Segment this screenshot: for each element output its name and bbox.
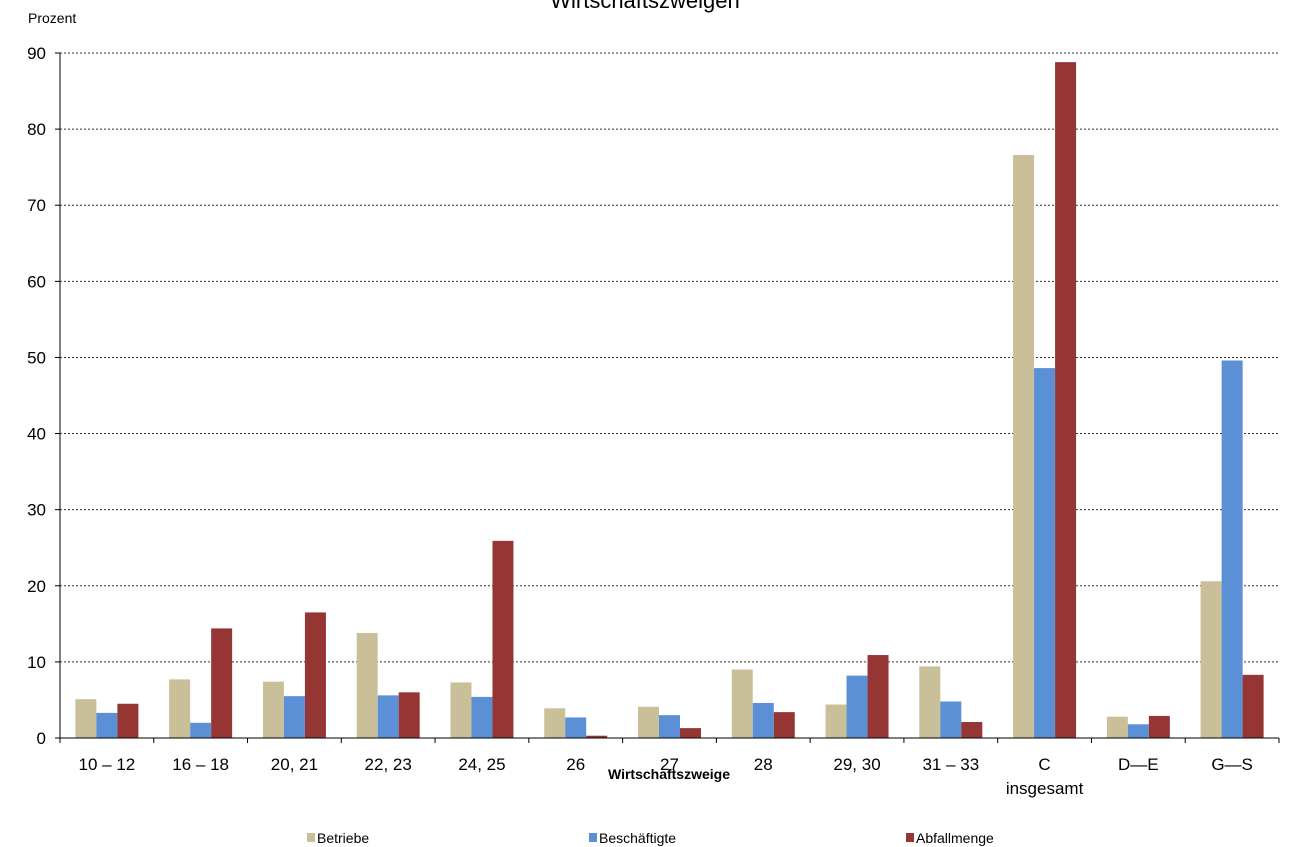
bar <box>1013 154 1035 738</box>
bar <box>190 722 212 738</box>
y-tick-label: 80 <box>27 120 46 139</box>
x-tick-label: 31 – 33 <box>922 755 979 774</box>
legend: Betriebe Beschäftigte Abfallmenge <box>307 830 994 846</box>
bar <box>586 735 608 738</box>
bar <box>211 628 233 738</box>
bar <box>680 728 701 738</box>
legend-label: Beschäftigte <box>599 830 676 846</box>
bar <box>262 681 284 738</box>
bar <box>1055 62 1077 738</box>
bar <box>1127 724 1149 738</box>
y-tick-label: 10 <box>27 653 46 672</box>
x-tick-label: 16 – 18 <box>172 755 229 774</box>
bar <box>377 695 399 738</box>
x-tick-label: 26 <box>566 755 585 774</box>
legend-label: Abfallmenge <box>916 830 994 846</box>
chart-title: Wirtschaftszweigen <box>550 0 740 13</box>
x-tick-label: 10 – 12 <box>79 755 136 774</box>
bar <box>1200 581 1222 738</box>
legend-swatch <box>589 833 597 842</box>
bar <box>773 712 795 738</box>
bar <box>169 679 191 738</box>
y-tick-label: 20 <box>27 577 46 596</box>
bar <box>117 703 139 738</box>
y-tick-label: 70 <box>27 196 46 215</box>
bar <box>867 655 889 738</box>
bar <box>75 699 97 738</box>
bar <box>846 675 868 738</box>
y-tick-label: 30 <box>27 501 46 520</box>
bar <box>450 682 472 738</box>
bar <box>1221 360 1243 738</box>
bar <box>940 701 962 738</box>
bars <box>75 62 1264 738</box>
x-axis-label: Wirtschaftszweige <box>608 766 730 782</box>
bar <box>1242 674 1264 738</box>
x-tick-label: 27 <box>660 755 679 774</box>
y-tick-label: 90 <box>27 44 46 63</box>
y-axis-label: Prozent <box>28 10 76 26</box>
x-tick-label: D—E <box>1118 755 1159 774</box>
bar <box>471 696 493 738</box>
axes <box>59 53 1280 743</box>
legend-label: Betriebe <box>317 830 369 846</box>
legend-swatch <box>906 833 914 842</box>
bar <box>1034 368 1056 738</box>
x-tick-label: 28 <box>754 755 773 774</box>
bar <box>544 708 566 738</box>
bar <box>96 712 118 738</box>
bar <box>492 540 514 738</box>
bar <box>825 704 847 738</box>
x-tick-label: insgesamt <box>1006 779 1084 798</box>
bar <box>304 612 326 738</box>
x-axis-ticks: 10 – 12 16 – 18 20, 21 22, 23 24, 25 26 27 28 29… <box>79 755 1253 798</box>
legend-swatch <box>307 833 315 842</box>
x-tick-label: C <box>1038 755 1050 774</box>
bar <box>398 692 420 738</box>
bar <box>356 632 378 738</box>
x-tick-label: G—S <box>1211 755 1253 774</box>
gridlines <box>60 52 1279 663</box>
y-tick-label: 40 <box>27 425 46 444</box>
bar <box>1148 715 1170 738</box>
bar <box>565 717 587 738</box>
x-tick-label: 29, 30 <box>833 755 880 774</box>
y-tick-label: 60 <box>27 272 46 291</box>
bar <box>638 706 659 738</box>
x-tick-label: 24, 25 <box>458 755 505 774</box>
bar <box>283 696 305 738</box>
x-tick-label: 20, 21 <box>271 755 318 774</box>
y-tick-label: 0 <box>37 729 46 748</box>
y-axis-ticks: 0 10 20 30 40 50 60 70 80 90 <box>27 44 60 748</box>
bar <box>919 666 941 738</box>
bar <box>731 669 753 738</box>
bar <box>659 715 680 738</box>
bar <box>961 722 983 738</box>
bar <box>1106 716 1128 738</box>
x-tick-label: 22, 23 <box>365 755 412 774</box>
y-tick-label: 50 <box>27 348 46 367</box>
bar <box>752 702 774 738</box>
